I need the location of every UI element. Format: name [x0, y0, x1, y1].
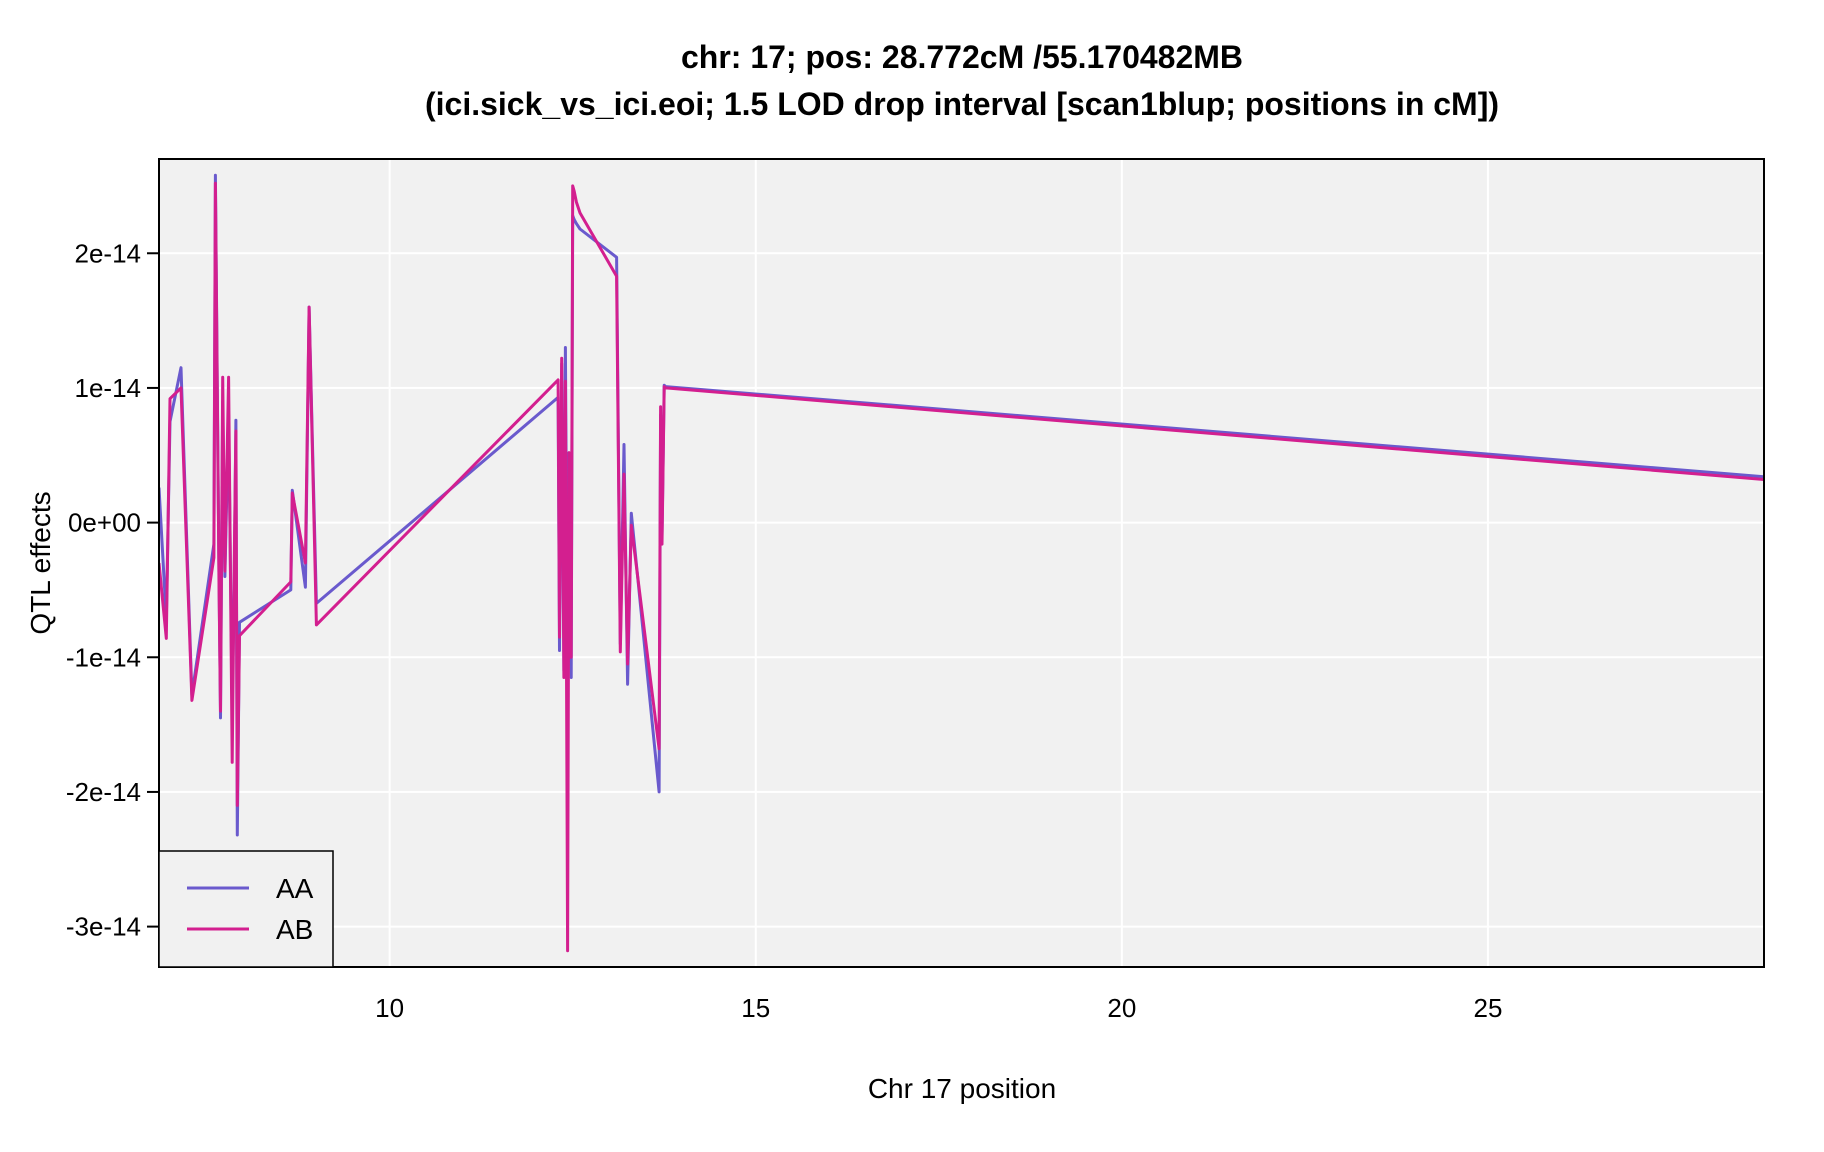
legend-box: [158, 850, 334, 968]
y-tick-label: 1e-14: [75, 373, 142, 403]
chart-title-line1: chr: 17; pos: 28.772cM /55.170482MB: [681, 39, 1243, 75]
grid-lines: [159, 159, 1764, 967]
legend-label-aa: AA: [276, 873, 314, 904]
x-tick-label: 25: [1473, 993, 1502, 1023]
series-lines: [159, 173, 1764, 953]
plot-panel: [159, 159, 1764, 967]
x-axis-title: Chr 17 position: [868, 1073, 1056, 1104]
y-tick-label: -3e-14: [66, 912, 141, 942]
y-axis-ticks: -3e-14 -2e-14 -1e-14 0e+00 1e-14 2e-14: [66, 238, 159, 942]
plot-frame: [158, 158, 1765, 968]
chart-title-line2: (ici.sick_vs_ici.eoi; 1.5 LOD drop inter…: [425, 86, 1499, 122]
y-tick-label: 0e+00: [68, 508, 141, 538]
y-tick-label: -2e-14: [66, 777, 141, 807]
y-tick-label: -1e-14: [66, 642, 141, 672]
legend-label-ab: AB: [276, 914, 313, 945]
x-tick-label: 20: [1107, 993, 1136, 1023]
y-axis-title: QTL effects: [25, 491, 56, 634]
y-tick-label: 2e-14: [75, 238, 142, 268]
x-tick-label: 10: [375, 993, 404, 1023]
x-tick-label: 15: [741, 993, 770, 1023]
x-axis-ticks: 10 15 20 25: [375, 993, 1502, 1023]
series-line-ab: [159, 181, 1764, 953]
legend: AA AB: [158, 850, 334, 968]
